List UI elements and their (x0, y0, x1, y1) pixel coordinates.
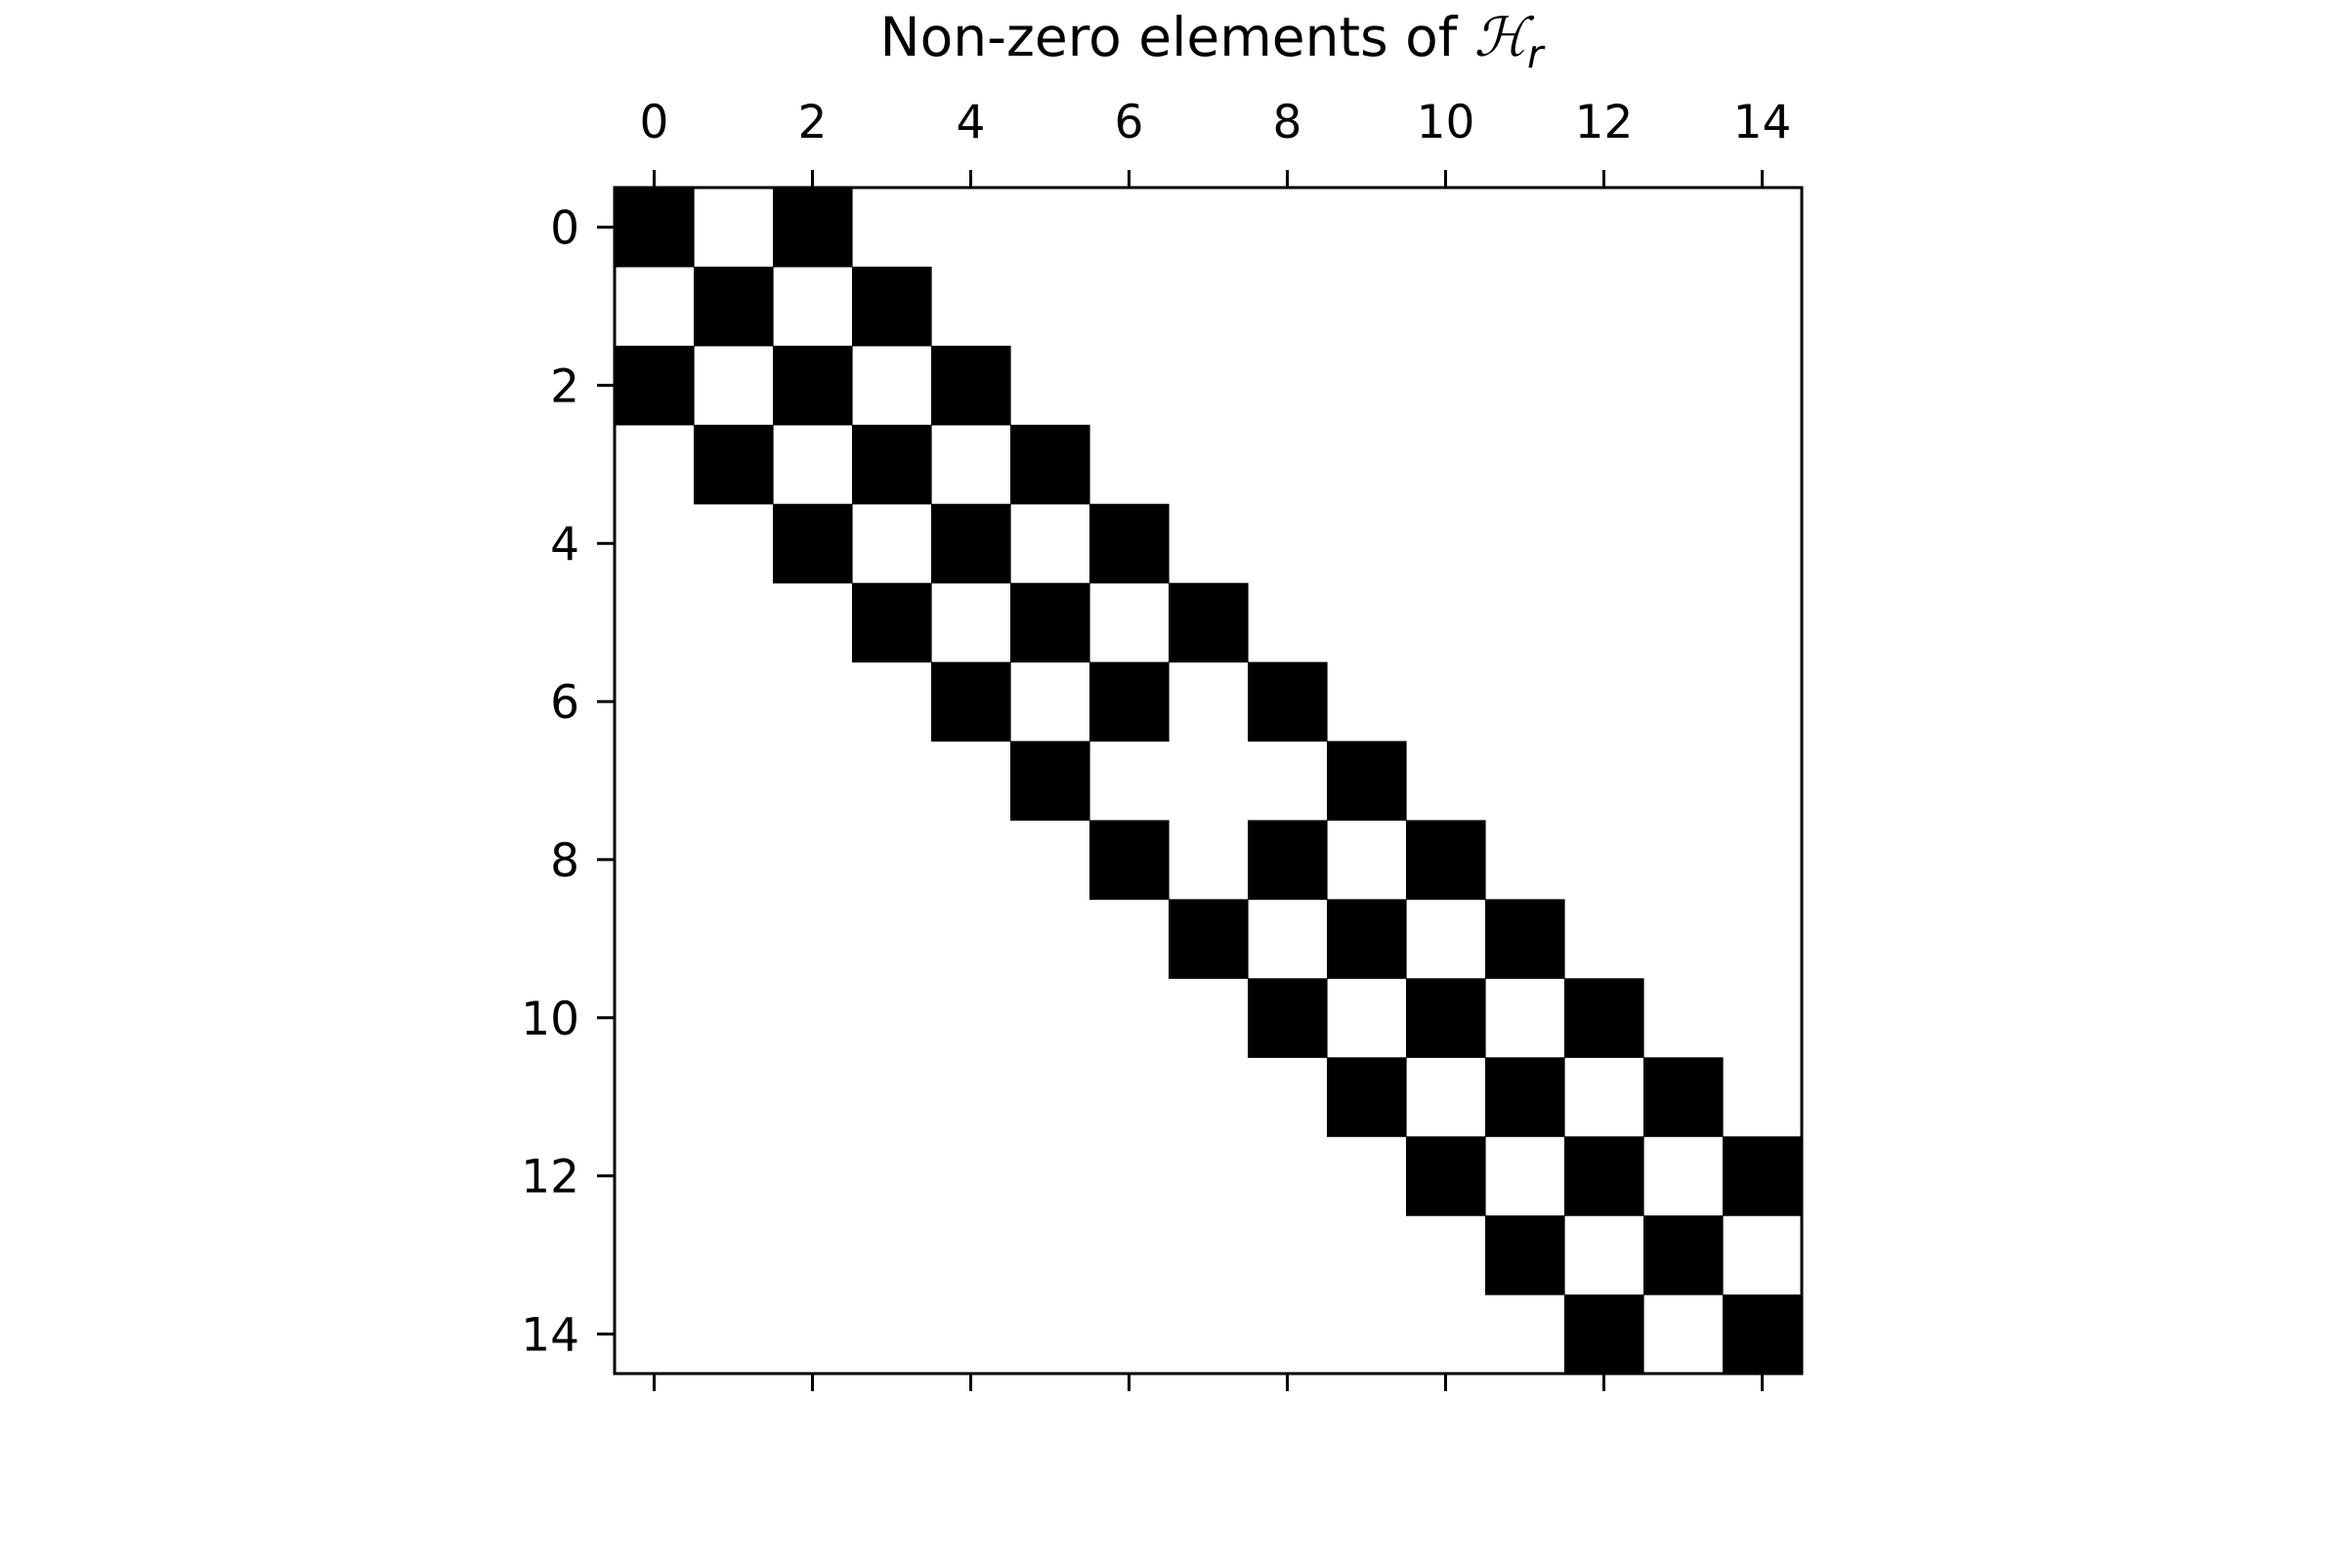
y-tick-label: 4 (550, 518, 579, 572)
y-tick-label: 8 (550, 834, 579, 888)
y-tick-label: 10 (521, 993, 579, 1046)
nonzero-cell (1248, 661, 1328, 742)
nonzero-cell (1643, 1057, 1724, 1137)
matrix-cells (615, 188, 1803, 1375)
nonzero-cell (1089, 661, 1170, 742)
nonzero-cell (1089, 820, 1170, 900)
nonzero-cell (773, 503, 853, 584)
nonzero-cell (1327, 741, 1407, 822)
y-tick-label: 2 (550, 360, 579, 413)
nonzero-cell (615, 345, 695, 426)
nonzero-cell (1406, 978, 1486, 1058)
nonzero-cell (1169, 582, 1249, 663)
nonzero-cell (1643, 1215, 1724, 1295)
nonzero-cell (1723, 1136, 1803, 1216)
nonzero-cell (1010, 424, 1090, 505)
nonzero-cell (1089, 503, 1170, 584)
nonzero-cell (694, 424, 774, 505)
x-tick-label: 4 (957, 96, 986, 149)
plot-frame (613, 186, 1804, 1376)
nonzero-cell (1169, 899, 1249, 979)
y-tick-label: 6 (550, 676, 579, 730)
nonzero-cell (1485, 1215, 1565, 1295)
nonzero-cell (1485, 1057, 1565, 1137)
y-tick-label: 14 (521, 1309, 579, 1363)
chart-title-prefix: Non-zero elements of (880, 6, 1474, 68)
nonzero-cell (1010, 741, 1090, 822)
nonzero-cell (773, 188, 853, 268)
nonzero-cell (1564, 1136, 1644, 1216)
x-tick-label: 8 (1273, 96, 1302, 149)
x-tick-label: 12 (1575, 96, 1634, 149)
x-tick-label: 14 (1733, 96, 1792, 149)
nonzero-cell (852, 266, 932, 347)
y-tick-label: 0 (550, 201, 579, 255)
x-tick-label: 6 (1115, 96, 1144, 149)
x-tick-label: 2 (798, 96, 828, 149)
nonzero-cell (931, 345, 1011, 426)
nonzero-cell (852, 582, 932, 663)
nonzero-cell (1248, 820, 1328, 900)
nonzero-cell (1723, 1294, 1803, 1375)
nonzero-cell (694, 266, 774, 347)
nonzero-cell (852, 424, 932, 505)
nonzero-cell (1010, 582, 1090, 663)
nonzero-cell (1485, 899, 1565, 979)
chart-title-subscript: r (1527, 32, 1546, 77)
nonzero-cell (1406, 1136, 1486, 1216)
nonzero-cell (1327, 899, 1407, 979)
chart-title-symbol: ℋ (1474, 6, 1535, 68)
nonzero-cell (1327, 1057, 1407, 1137)
axis-ticks: 0 2 4 6 8 10 12 14 0 2 4 6 8 10 12 14 (521, 96, 1791, 1391)
nonzero-cell (931, 503, 1011, 584)
nonzero-cell (1564, 1294, 1644, 1375)
nonzero-cell (931, 661, 1011, 742)
x-tick-label: 0 (640, 96, 669, 149)
y-tick-label: 12 (521, 1151, 579, 1205)
nonzero-cell (615, 188, 695, 268)
nonzero-cell (773, 345, 853, 426)
nonzero-cell (1564, 978, 1644, 1058)
nonzero-cell (1406, 820, 1486, 900)
x-tick-label: 10 (1417, 96, 1475, 149)
nonzero-cell (1248, 978, 1328, 1058)
chart-title: Non-zero elements of ℋr (880, 6, 1547, 77)
